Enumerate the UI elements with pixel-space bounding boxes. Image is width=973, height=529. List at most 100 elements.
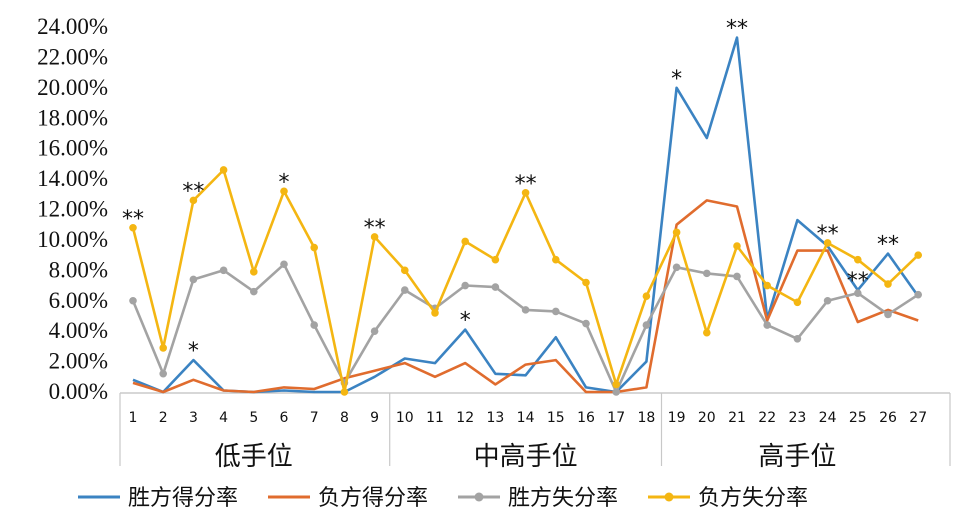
data-point bbox=[793, 334, 802, 343]
data-point bbox=[129, 223, 137, 232]
data-point bbox=[494, 373, 496, 375]
data-point bbox=[253, 391, 255, 393]
x-tick-label: 14 bbox=[517, 410, 535, 426]
data-point bbox=[854, 289, 862, 297]
data-point bbox=[612, 380, 620, 389]
x-tick-label: 6 bbox=[280, 410, 289, 426]
x-tick-label: 20 bbox=[698, 410, 716, 426]
data-point bbox=[401, 266, 409, 275]
data-point bbox=[189, 275, 198, 284]
x-tick-label: 8 bbox=[340, 410, 349, 426]
significance-marker: ** bbox=[877, 233, 899, 258]
significance-marker: ** bbox=[364, 216, 386, 241]
data-point bbox=[159, 369, 167, 378]
y-tick-label: 12.00% bbox=[37, 197, 108, 222]
x-tick-label: 16 bbox=[577, 410, 595, 426]
legend-label: 胜方失分率 bbox=[508, 486, 618, 511]
data-point bbox=[675, 224, 677, 226]
data-point bbox=[373, 376, 375, 378]
data-point bbox=[914, 290, 922, 299]
data-point bbox=[340, 388, 349, 396]
data-point bbox=[431, 309, 439, 317]
y-tick-label: 6.00% bbox=[49, 288, 108, 313]
legend-item: 胜方得分率 bbox=[78, 486, 238, 511]
data-point bbox=[642, 292, 651, 300]
data-point bbox=[823, 239, 832, 247]
data-point bbox=[250, 268, 258, 276]
x-tick-label: 17 bbox=[607, 410, 625, 426]
data-point bbox=[313, 391, 315, 393]
x-tick-label: 19 bbox=[668, 410, 686, 426]
series-line-3 bbox=[131, 262, 919, 394]
data-point bbox=[521, 188, 530, 197]
data-point bbox=[192, 379, 194, 381]
significance-marker: * bbox=[279, 170, 290, 195]
legend-marker bbox=[664, 492, 674, 502]
data-point bbox=[585, 386, 587, 388]
data-point bbox=[280, 187, 288, 196]
y-tick-label: 14.00% bbox=[37, 166, 108, 191]
data-point bbox=[736, 205, 738, 207]
x-tick-label: 23 bbox=[788, 410, 806, 426]
x-tick-label: 11 bbox=[426, 410, 444, 426]
data-point bbox=[763, 321, 771, 329]
y-tick-label: 24.00% bbox=[37, 14, 108, 39]
x-tick-label: 26 bbox=[879, 410, 897, 426]
data-point bbox=[283, 386, 285, 388]
data-point bbox=[582, 319, 590, 328]
y-tick-label: 10.00% bbox=[37, 227, 108, 252]
legend: 胜方得分率 负方得分率 胜方失分率 负方失分率 bbox=[78, 486, 808, 511]
data-point bbox=[585, 391, 587, 393]
series-layer bbox=[129, 36, 922, 396]
legend-item: 负方失分率 bbox=[648, 486, 808, 511]
series-line-2 bbox=[132, 199, 919, 394]
data-point bbox=[434, 362, 436, 364]
data-point bbox=[672, 228, 681, 237]
x-tick-label: 1 bbox=[129, 410, 138, 426]
data-point bbox=[733, 272, 741, 281]
significance-marker: ** bbox=[817, 222, 839, 247]
significance-marker: ** bbox=[847, 269, 869, 294]
data-point bbox=[404, 357, 406, 359]
data-point bbox=[914, 251, 922, 259]
data-point bbox=[521, 306, 530, 314]
data-point bbox=[370, 233, 379, 241]
data-point bbox=[857, 321, 859, 323]
group-label: 中高手位 bbox=[474, 442, 578, 472]
data-point bbox=[612, 388, 620, 396]
data-point bbox=[917, 319, 919, 321]
x-tick-label: 15 bbox=[547, 410, 565, 426]
axes: 0.00% 2.00% 4.00% 6.00% 8.00% 10.00% 12.00% 14.… bbox=[37, 14, 951, 472]
x-tick-label: 21 bbox=[728, 410, 746, 426]
data-point bbox=[370, 327, 379, 335]
x-tick-label: 13 bbox=[486, 410, 504, 426]
data-point bbox=[162, 391, 164, 393]
y-tick-label: 2.00% bbox=[49, 349, 108, 374]
data-point bbox=[461, 237, 470, 246]
significance-marker: ** bbox=[122, 207, 144, 232]
data-point bbox=[793, 298, 802, 307]
significance-marker: ** bbox=[726, 17, 748, 42]
y-tick-label: 4.00% bbox=[49, 318, 108, 343]
significance-marker: ** bbox=[182, 179, 204, 204]
y-tick-label: 18.00% bbox=[37, 105, 108, 130]
data-point bbox=[555, 336, 557, 338]
data-point bbox=[219, 266, 228, 275]
data-point bbox=[132, 382, 134, 384]
data-point bbox=[823, 296, 832, 305]
data-point bbox=[733, 242, 741, 250]
data-point bbox=[524, 363, 526, 365]
x-tick-label: 9 bbox=[370, 410, 379, 426]
x-tick-label: 24 bbox=[819, 410, 837, 426]
data-point bbox=[280, 260, 288, 269]
legend-label: 负方得分率 bbox=[318, 486, 428, 511]
data-point bbox=[555, 359, 557, 361]
data-point bbox=[189, 196, 198, 205]
data-point bbox=[552, 255, 560, 264]
data-point bbox=[826, 249, 828, 251]
data-point bbox=[763, 281, 771, 290]
significance-marker: * bbox=[188, 339, 199, 364]
data-point bbox=[703, 269, 711, 278]
data-point bbox=[132, 379, 134, 381]
